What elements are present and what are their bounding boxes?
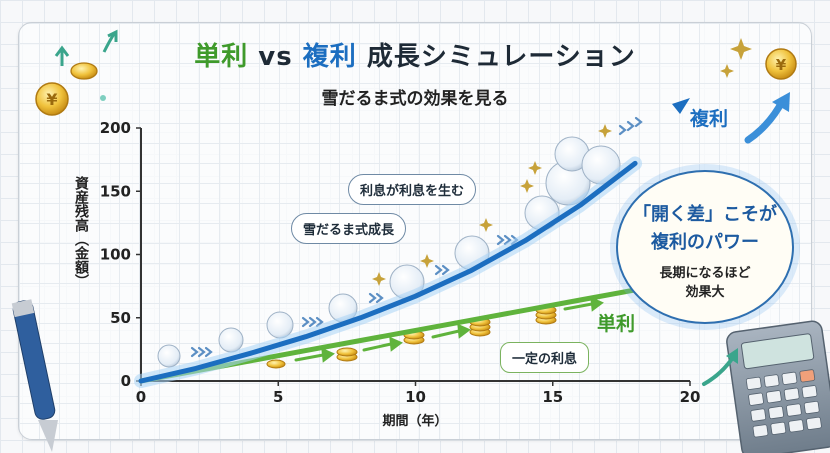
snowball-icon <box>157 344 181 368</box>
sparkle-icon <box>420 254 434 268</box>
dot-icon <box>100 95 106 101</box>
snowball-decorations <box>157 136 621 368</box>
page-title: 単利 vs 複利 成長シミュレーション <box>0 36 830 73</box>
up-right-arrow-icon <box>702 354 736 386</box>
svg-text:¥: ¥ <box>776 56 787 74</box>
sparkle-icon <box>720 64 734 78</box>
up-arrow-icon <box>54 45 70 66</box>
callout-line2: 複利のパワー <box>651 232 759 253</box>
page-subtitle: 雪だるま式の効果を見る <box>321 89 509 109</box>
sparkle-icon <box>479 218 493 232</box>
chevron-markers <box>190 116 643 358</box>
x-axis-label: 期間（年） <box>382 414 448 429</box>
title-vs: vs <box>258 42 293 72</box>
calculator-icon <box>726 320 830 453</box>
bubble-snowball: 雪だるま式成長 <box>291 213 407 244</box>
sparkle-decorations <box>372 38 752 286</box>
snowball-icon <box>266 311 294 339</box>
yen-coin-icon <box>35 82 69 116</box>
sparkle-icon <box>528 161 542 175</box>
x-tick-label: 15 <box>542 388 563 406</box>
title-simple: 単利 <box>194 42 249 72</box>
coin-stack-icon <box>336 347 358 362</box>
callout-line4: 効果大 <box>685 285 725 300</box>
green-arrows <box>294 296 604 363</box>
coin-icon <box>266 359 286 369</box>
y-tick-label: 100 <box>100 246 131 264</box>
x-tick-label: 5 <box>273 388 283 406</box>
sparkle-icon <box>372 272 386 286</box>
pen-icon <box>11 299 58 452</box>
y-tick-label: 200 <box>100 119 131 137</box>
bubble-interest-on-interest: 利息が利息を生む <box>348 174 477 205</box>
callout-line3: 長期になるほど <box>659 266 751 281</box>
title-rest: 成長シミュレーション <box>366 42 636 72</box>
y-tick-label: 50 <box>110 309 131 327</box>
y-axis-label: 資産残高（金額） <box>73 176 89 288</box>
sparkle-icon <box>520 179 534 193</box>
coin-cluster-right: ¥ <box>744 48 797 144</box>
up-arrow-icon <box>102 29 118 53</box>
bubble-fixed-interest: 一定の利息 <box>500 342 590 373</box>
callout-circle: 「開く差」こそが 複利のパワー 長期になるほど 効果大 <box>616 170 794 324</box>
callout-line1: 「開く差」こそが <box>633 204 777 225</box>
sparkle-icon <box>598 124 612 138</box>
y-tick-label: 150 <box>100 182 131 200</box>
coin-cluster-left: ¥ <box>35 29 118 116</box>
title-compound: 複利 <box>302 42 357 72</box>
arrowhead-compound <box>672 98 690 114</box>
series-label-simple: 単利 <box>597 313 636 335</box>
up-right-arrow-icon <box>744 96 787 144</box>
snowball-icon <box>218 327 244 353</box>
x-tick-label: 0 <box>136 388 146 406</box>
coin-icon <box>70 62 98 80</box>
yen-coin-icon <box>765 48 797 80</box>
x-tick-label: 20 <box>680 388 701 406</box>
sparkle-icon <box>730 38 752 60</box>
series-label-compound: 複利 <box>690 108 729 130</box>
y-tick-label: 0 <box>121 372 131 390</box>
svg-text:¥: ¥ <box>46 90 57 109</box>
series-line-compound <box>138 160 638 384</box>
x-tick-label: 10 <box>405 388 426 406</box>
